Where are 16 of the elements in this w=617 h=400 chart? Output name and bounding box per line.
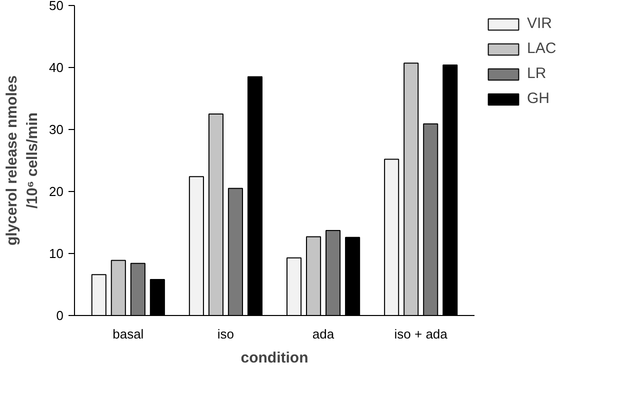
x-tick-label: iso — [217, 326, 234, 342]
x-tick-label: ada — [312, 326, 335, 342]
x-tick-label: basal — [112, 326, 144, 342]
y-axis-title: glycerol release nmoles /10⁶ cells/min — [4, 75, 42, 246]
legend-label: GH — [527, 90, 550, 107]
legend-label: VIR — [527, 15, 552, 32]
legend-label: LAC — [527, 40, 556, 57]
y-tick-label: 30 — [49, 122, 64, 137]
y-tick-label: 50 — [49, 0, 64, 13]
x-axis-title: condition — [240, 350, 308, 366]
x-tick-label: iso + ada — [394, 326, 448, 342]
y-tick-label: 0 — [56, 308, 64, 323]
y-tick-label: 20 — [49, 184, 64, 199]
legend-label: LR — [527, 65, 547, 82]
y-tick-label: 10 — [49, 246, 64, 261]
y-tick-label: 40 — [49, 60, 64, 75]
